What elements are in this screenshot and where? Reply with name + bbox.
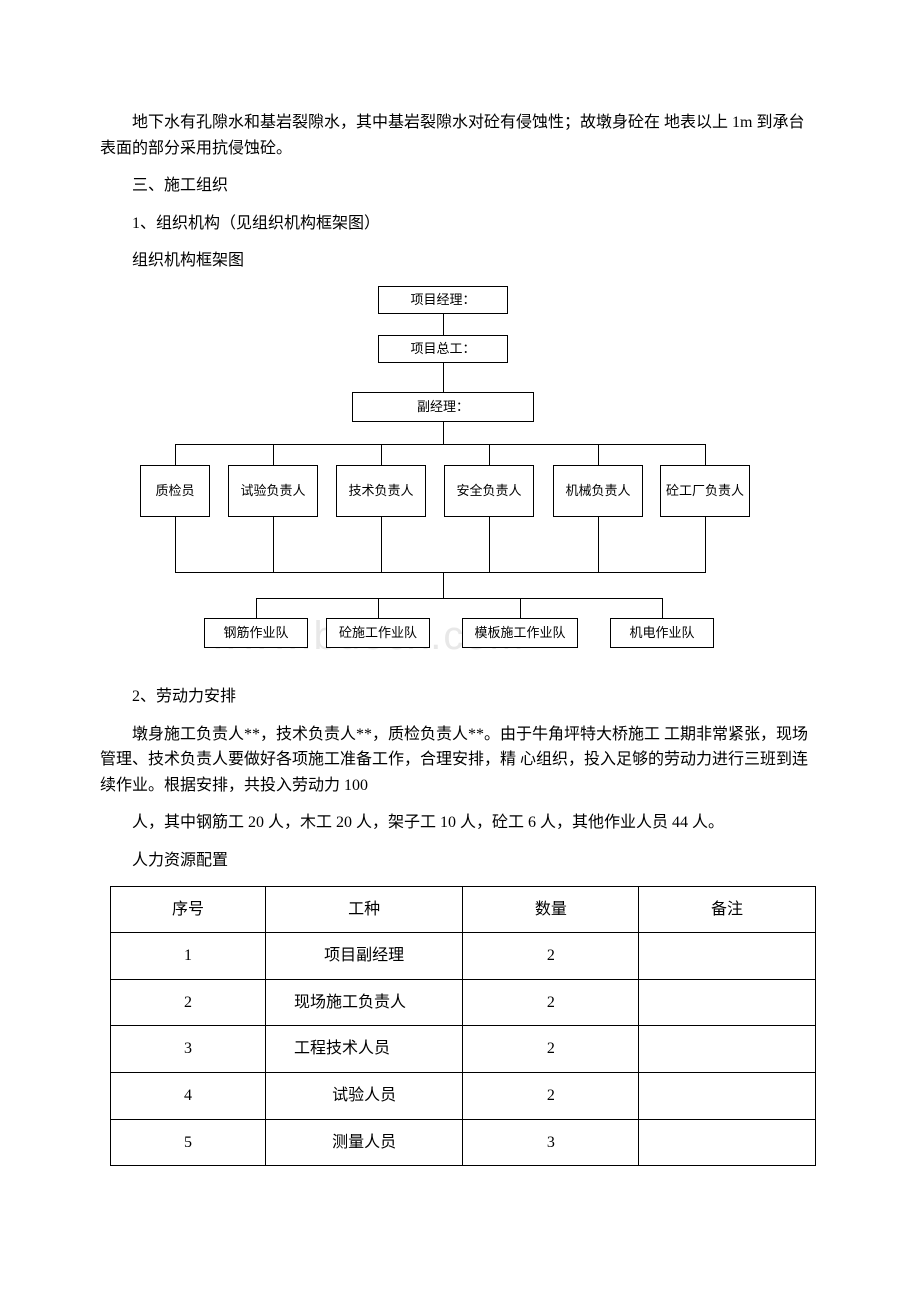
table-cell [639, 1119, 815, 1166]
table-caption: 人力资源配置 [100, 848, 820, 874]
chart-connector [443, 363, 444, 392]
table-row: 1项目副经理2 [111, 933, 816, 980]
table-cell [639, 1072, 815, 1119]
table-cell: 4 [111, 1072, 266, 1119]
staffing-table: 序号工种数量备注1项目副经理22现场施工负责人23工程技术人员24试验人员25测… [110, 886, 816, 1167]
chart-connector [443, 422, 444, 444]
chart-node: 钢筋作业队 [204, 618, 308, 648]
table-cell: 试验人员 [266, 1072, 463, 1119]
chart-node: 副经理： [352, 392, 534, 422]
chart-connector [273, 444, 274, 465]
chart-node: 项目经理： [378, 286, 508, 314]
chart-node: 机械负责人 [553, 465, 643, 517]
chart-connector [175, 444, 705, 445]
chart-connector [443, 572, 444, 598]
heading-item: 2、劳动力安排 [100, 684, 820, 710]
chart-node: 试验负责人 [228, 465, 318, 517]
chart-node: 质检员 [140, 465, 210, 517]
table-cell: 2 [463, 933, 639, 980]
chart-connector [175, 572, 706, 573]
chart-connector [378, 598, 379, 618]
table-cell [639, 979, 815, 1026]
chart-node: 机电作业队 [610, 618, 714, 648]
chart-node: 砼工厂负责人 [660, 465, 750, 517]
table-row: 2现场施工负责人2 [111, 979, 816, 1026]
chart-connector [705, 444, 706, 465]
chart-connector [705, 517, 706, 572]
chart-node: 项目总工： [378, 335, 508, 363]
chart-connector [273, 517, 274, 572]
heading-item: 1、组织机构（见组织机构框架图） [100, 211, 820, 237]
paragraph: 人，其中钢筋工 20 人，木工 20 人，架子工 10 人，砼工 6 人，其他作… [100, 810, 820, 836]
chart-node: 模板施工作业队 [462, 618, 578, 648]
table-cell: 项目副经理 [266, 933, 463, 980]
table-row: 3工程技术人员2 [111, 1026, 816, 1073]
table-header-cell: 工种 [266, 886, 463, 933]
chart-connector [381, 517, 382, 572]
table-cell: 3 [111, 1026, 266, 1073]
table-cell: 2 [463, 1026, 639, 1073]
table-cell: 3 [463, 1119, 639, 1166]
chart-connector [175, 517, 176, 572]
table-cell: 工程技术人员 [266, 1026, 463, 1073]
table-header-cell: 备注 [639, 886, 815, 933]
table-cell: 2 [463, 1072, 639, 1119]
paragraph: 墩身施工负责人**，技术负责人**，质检负责人**。由于牛角坪特大桥施工 工期非… [100, 722, 820, 799]
chart-connector [256, 598, 257, 618]
chart-node: 砼施工作业队 [326, 618, 430, 648]
table-cell: 1 [111, 933, 266, 980]
chart-connector [489, 444, 490, 465]
chart-connector [443, 314, 444, 335]
table-header-cell: 序号 [111, 886, 266, 933]
table-cell: 2 [463, 979, 639, 1026]
chart-node: 技术负责人 [336, 465, 426, 517]
table-cell [639, 1026, 815, 1073]
chart-connector [520, 598, 521, 618]
paragraph: 地下水有孔隙水和基岩裂隙水，其中基岩裂隙水对砼有侵蚀性；故墩身砼在 地表以上 1… [100, 110, 820, 161]
chart-connector [662, 598, 663, 618]
heading-section: 三、施工组织 [100, 173, 820, 199]
table-row: 4试验人员2 [111, 1072, 816, 1119]
chart-connector [489, 517, 490, 572]
chart-connector [381, 444, 382, 465]
table-cell: 测量人员 [266, 1119, 463, 1166]
table-cell: 2 [111, 979, 266, 1026]
chart-connector [598, 517, 599, 572]
table-header-row: 序号工种数量备注 [111, 886, 816, 933]
chart-connector [175, 444, 176, 465]
table-cell [639, 933, 815, 980]
org-chart: www.bdocx.com项目经理：项目总工：副经理：质检员试验负责人技术负责人… [140, 286, 750, 670]
chart-connector [598, 444, 599, 465]
table-cell: 5 [111, 1119, 266, 1166]
table-row: 5测量人员3 [111, 1119, 816, 1166]
table-header-cell: 数量 [463, 886, 639, 933]
chart-connector [256, 598, 662, 599]
figure-caption: 组织机构框架图 [100, 248, 820, 274]
chart-node: 安全负责人 [444, 465, 534, 517]
table-cell: 现场施工负责人 [266, 979, 463, 1026]
